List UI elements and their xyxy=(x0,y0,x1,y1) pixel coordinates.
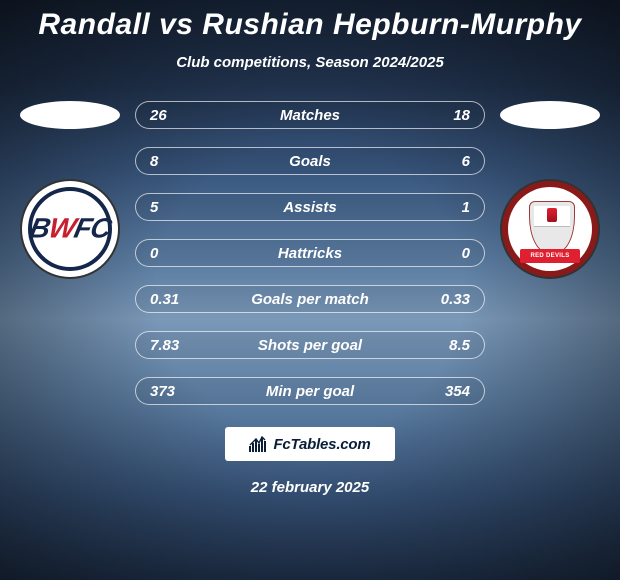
stat-label: Goals xyxy=(289,153,331,170)
stat-left-value: 8 xyxy=(150,153,200,170)
right-badge-banner: RED DEVILS xyxy=(520,249,580,263)
stat-row-shots-per-goal: 7.83 Shots per goal 8.5 xyxy=(135,331,485,359)
stat-row-hattricks: 0 Hattricks 0 xyxy=(135,239,485,267)
right-team-badge: RED DEVILS xyxy=(500,179,600,279)
left-badge-text: BWFC xyxy=(27,212,114,244)
stat-right-value: 0.33 xyxy=(420,291,470,308)
stat-right-value: 0 xyxy=(420,245,470,262)
stat-left-value: 0.31 xyxy=(150,291,200,308)
stat-row-goals: 8 Goals 6 xyxy=(135,147,485,175)
stat-rows: 26 Matches 18 8 Goals 6 5 Assists 1 0 Ha… xyxy=(135,101,485,405)
stat-left-value: 5 xyxy=(150,199,200,216)
stat-label: Assists xyxy=(283,199,336,216)
stat-left-value: 0 xyxy=(150,245,200,262)
right-marker xyxy=(500,101,600,129)
stat-right-value: 354 xyxy=(420,383,470,400)
brand-chart-icon xyxy=(249,436,267,452)
left-player-col: BWFC xyxy=(20,101,120,405)
stat-left-value: 373 xyxy=(150,383,200,400)
brand-box: FcTables.com xyxy=(225,427,395,461)
right-player-col: RED DEVILS xyxy=(500,101,600,405)
stat-label: Goals per match xyxy=(251,291,369,308)
left-team-badge: BWFC xyxy=(20,179,120,279)
stat-left-value: 7.83 xyxy=(150,337,200,354)
stat-left-value: 26 xyxy=(150,107,200,124)
stat-right-value: 8.5 xyxy=(420,337,470,354)
stat-right-value: 6 xyxy=(420,153,470,170)
stat-label: Hattricks xyxy=(278,245,342,262)
stat-row-assists: 5 Assists 1 xyxy=(135,193,485,221)
subtitle: Club competitions, Season 2024/2025 xyxy=(176,54,444,71)
stat-label: Matches xyxy=(280,107,340,124)
stat-row-matches: 26 Matches 18 xyxy=(135,101,485,129)
stat-row-min-per-goal: 373 Min per goal 354 xyxy=(135,377,485,405)
stat-label: Min per goal xyxy=(266,383,354,400)
comparison-date: 22 february 2025 xyxy=(251,479,369,496)
stat-row-goals-per-match: 0.31 Goals per match 0.33 xyxy=(135,285,485,313)
left-marker xyxy=(20,101,120,129)
stats-block: BWFC 26 Matches 18 8 Goals 6 5 Assists 1… xyxy=(0,101,620,405)
page-title: Randall vs Rushian Hepburn-Murphy xyxy=(38,8,581,42)
stat-right-value: 1 xyxy=(420,199,470,216)
stat-label: Shots per goal xyxy=(258,337,362,354)
brand-label: FcTables.com xyxy=(273,436,370,453)
stat-right-value: 18 xyxy=(420,107,470,124)
